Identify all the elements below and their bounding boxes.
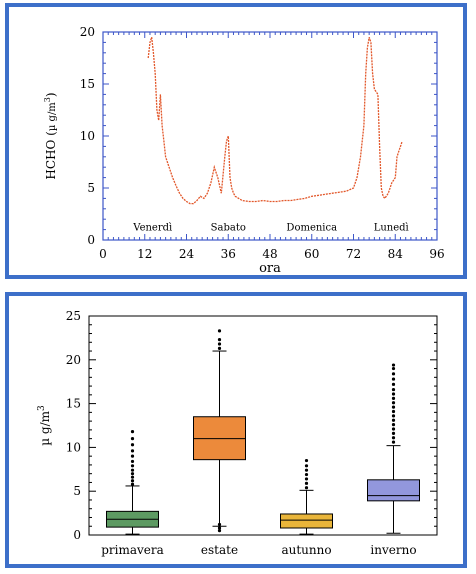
outlier-point bbox=[391, 392, 396, 396]
y-axis-label-close: ) bbox=[44, 92, 58, 97]
outlier-point bbox=[130, 472, 135, 476]
day-label: Venerdì bbox=[132, 223, 172, 234]
outlier-point bbox=[391, 377, 396, 381]
y-tick-label: 5 bbox=[87, 181, 95, 195]
y-tick-label: 20 bbox=[66, 353, 81, 367]
x-tick-label: 60 bbox=[304, 247, 319, 261]
y-axis-label-main: HCHO ( bbox=[44, 131, 58, 179]
outlier-point bbox=[391, 427, 396, 431]
outlier-point bbox=[217, 338, 222, 342]
outlier-point bbox=[130, 443, 135, 447]
outlier-point bbox=[391, 401, 396, 405]
hcho-time-series-panel: 0 12 24 36 48 60 72 84 96 0 5 10 15 20 ora HCHO (µ g/m3… bbox=[5, 3, 467, 279]
x-tick-label: 12 bbox=[137, 247, 152, 261]
y-axis-label-exponent: 3 bbox=[43, 97, 52, 102]
outlier-point bbox=[304, 464, 309, 468]
plot-frame bbox=[102, 31, 438, 241]
outlier-point bbox=[391, 436, 396, 440]
category-label: inverno bbox=[370, 543, 416, 557]
outlier-point bbox=[217, 346, 222, 351]
outlier-point bbox=[391, 396, 396, 400]
outlier-point bbox=[391, 405, 396, 409]
outlier-point bbox=[304, 468, 309, 472]
outlier-point bbox=[130, 459, 135, 464]
y-tick-label: 0 bbox=[87, 233, 95, 247]
seasonal-boxplot-panel: 0 5 10 15 20 25 µ g/m3 primavera estate autunno in… bbox=[5, 292, 467, 568]
category-label: primavera bbox=[101, 543, 164, 557]
outlier-point bbox=[217, 526, 222, 530]
y-tick-label: 10 bbox=[66, 440, 81, 454]
y-axis-label-exponent: 3 bbox=[37, 405, 47, 411]
y-tick-label: 15 bbox=[66, 397, 81, 411]
outlier-point bbox=[304, 477, 309, 481]
x-tick-label: 48 bbox=[262, 247, 277, 261]
box-inverno bbox=[367, 479, 420, 502]
outlier-point bbox=[130, 437, 135, 441]
box-autunno bbox=[280, 513, 333, 529]
outlier-point bbox=[304, 486, 309, 490]
outlier-point bbox=[391, 372, 396, 376]
outlier-point bbox=[217, 522, 222, 527]
category-label: estate bbox=[201, 543, 238, 557]
x-tick-label: 24 bbox=[179, 247, 195, 261]
y-tick-label: 0 bbox=[73, 528, 81, 542]
outlier-point bbox=[304, 481, 309, 485]
outlier-point bbox=[391, 387, 396, 392]
outlier-point bbox=[130, 449, 135, 453]
y-tick-label: 25 bbox=[66, 309, 81, 323]
outlier-point bbox=[130, 430, 135, 434]
outlier-point bbox=[217, 342, 222, 346]
outlier-point bbox=[391, 409, 396, 414]
category-label: autunno bbox=[281, 543, 331, 557]
outlier-point bbox=[130, 475, 135, 479]
y-tick-label: 10 bbox=[80, 129, 95, 143]
outlier-point bbox=[304, 472, 309, 477]
y-tick-label: 5 bbox=[73, 484, 81, 498]
outlier-point bbox=[130, 464, 135, 468]
day-label: Sabato bbox=[211, 223, 246, 234]
outlier-point bbox=[304, 458, 309, 463]
outlier-point bbox=[130, 454, 135, 458]
x-tick-label: 96 bbox=[429, 247, 444, 261]
y-axis-label: HCHO (µ g/m3) bbox=[43, 92, 58, 179]
outlier-point bbox=[130, 482, 135, 486]
x-tick-label: 84 bbox=[388, 247, 404, 261]
y-tick-label: 20 bbox=[80, 25, 95, 39]
outlier-point bbox=[391, 440, 396, 444]
hcho-series-line bbox=[147, 36, 403, 205]
seasonal-boxplot-chart: 0 5 10 15 20 25 µ g/m3 primavera estate autunno in… bbox=[37, 309, 438, 557]
outlier-point bbox=[217, 329, 222, 333]
y-axis-label-unit: µ g/m bbox=[38, 410, 52, 445]
y-axis-label-unit: µ g/m bbox=[47, 102, 58, 131]
outlier-point bbox=[391, 431, 396, 435]
x-tick-label: 36 bbox=[221, 247, 236, 261]
x-tick-label: 0 bbox=[99, 247, 107, 261]
plot-frame bbox=[88, 315, 438, 536]
hcho-line-chart: 0 12 24 36 48 60 72 84 96 0 5 10 15 20 ora HCHO (µ g/m3… bbox=[43, 25, 445, 275]
y-tick-label: 15 bbox=[80, 77, 95, 91]
outlier-point bbox=[391, 418, 396, 422]
outlier-point bbox=[130, 479, 135, 483]
outlier-point bbox=[217, 529, 222, 533]
outlier-point bbox=[391, 414, 396, 418]
outlier-point bbox=[130, 468, 135, 472]
outlier-point bbox=[391, 423, 396, 427]
day-label: Domenica bbox=[286, 223, 337, 234]
outlier-point bbox=[391, 363, 396, 367]
day-label: Lunedì bbox=[374, 223, 409, 234]
outlier-point bbox=[391, 366, 396, 371]
outlier-point bbox=[391, 382, 396, 386]
y-axis-label: µ g/m3 bbox=[37, 405, 52, 446]
x-tick-label: 72 bbox=[346, 247, 361, 261]
x-axis-label: ora bbox=[259, 261, 281, 275]
